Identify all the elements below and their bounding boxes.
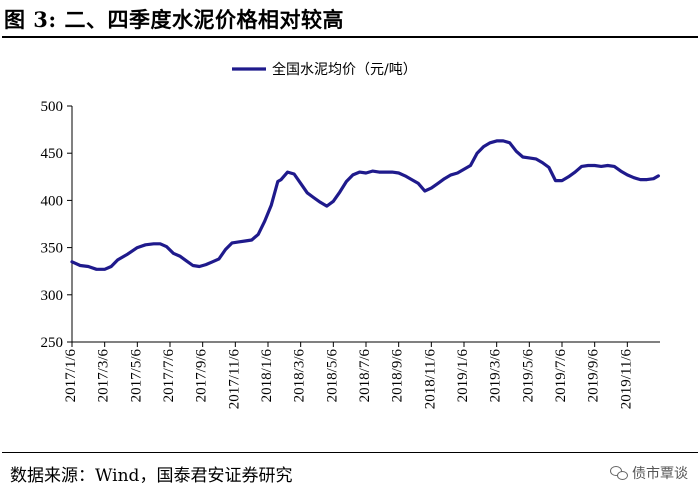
- y-tick-label: 250: [41, 335, 64, 351]
- footer-divider: [2, 452, 698, 453]
- legend: 全国水泥均价（元/吨）: [232, 61, 417, 78]
- watermark: 债市覃谈: [610, 463, 688, 483]
- figure-title: 图 3: 二、四季度水泥价格相对较高: [4, 7, 344, 32]
- chart-axes: [71, 106, 660, 343]
- x-tick-label: 2019/9/6: [586, 349, 602, 403]
- legend-label: 全国水泥均价（元/吨）: [272, 61, 417, 78]
- x-tick-label: 2019/7/6: [553, 349, 569, 403]
- x-tick-label: 2019/5/6: [520, 349, 536, 403]
- x-tick-label: 2018/1/6: [259, 349, 275, 403]
- x-tick-label: 2017/5/6: [128, 349, 144, 403]
- x-axis-labels: 2017/1/6 2017/3/6 2017/5/6 2017/7/6 2017/9/6…: [63, 342, 634, 409]
- x-tick-label: 2017/3/6: [96, 349, 112, 403]
- y-axis-labels: 250 300 350 400 450 500: [41, 99, 72, 351]
- title-divider: [2, 36, 698, 38]
- y-tick-label: 450: [41, 146, 64, 162]
- x-tick-label: 2017/1/6: [63, 349, 79, 403]
- x-tick-label: 2017/7/6: [161, 349, 177, 403]
- y-tick-label: 400: [41, 193, 64, 209]
- series-line-cement-price: [70, 139, 661, 271]
- x-tick-label: 2017/11/6: [226, 349, 242, 410]
- x-tick-label: 2018/11/6: [422, 349, 438, 410]
- y-tick-label: 350: [41, 241, 64, 257]
- x-tick-label: 2018/7/6: [357, 349, 373, 403]
- x-tick-label: 2019/1/6: [455, 349, 471, 403]
- x-tick-label: 2017/9/6: [194, 349, 210, 403]
- wechat-icon: [610, 466, 628, 480]
- x-tick-label: 2018/5/6: [324, 349, 340, 403]
- plot-area: [70, 139, 661, 271]
- data-source: 数据来源：Wind，国泰君安证券研究: [10, 466, 293, 486]
- x-tick-label: 2018/9/6: [390, 349, 406, 403]
- x-tick-label: 2019/3/6: [488, 349, 504, 403]
- y-tick-label: 300: [41, 288, 64, 304]
- watermark-text: 债市覃谈: [632, 466, 688, 482]
- x-tick-label: 2019/11/6: [618, 349, 634, 410]
- x-tick-label: 2018/3/6: [292, 349, 308, 403]
- y-tick-label: 500: [41, 99, 64, 115]
